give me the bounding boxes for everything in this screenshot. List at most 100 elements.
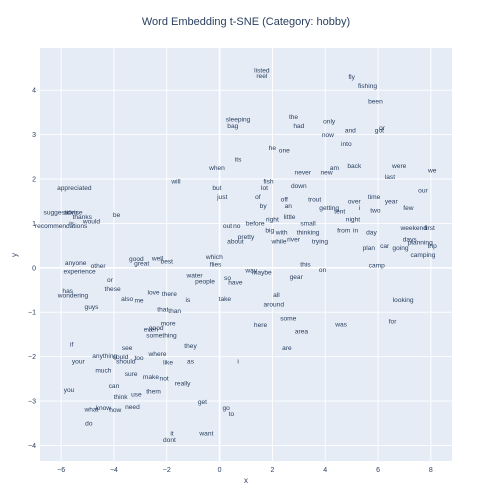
- word-point: looking: [393, 297, 414, 304]
- word-point: will: [170, 179, 181, 186]
- word-point: love: [148, 290, 160, 297]
- word-point: all: [273, 292, 280, 299]
- word-point: would: [82, 218, 101, 225]
- word-point: just: [216, 194, 227, 201]
- word-point: on: [319, 267, 327, 274]
- chart-title: Word Embedding t-SNE (Category: hobby): [142, 16, 350, 28]
- word-point: reel: [256, 73, 268, 80]
- word-point: get: [198, 399, 207, 406]
- word-point: are: [282, 345, 292, 352]
- word-point: even: [144, 326, 159, 333]
- word-point: bag: [227, 123, 238, 130]
- x-tick-label: 6: [376, 467, 380, 474]
- word-point: one: [279, 147, 290, 154]
- y-tick-label: 2: [32, 177, 36, 184]
- word-point: some: [280, 315, 296, 322]
- word-point: be: [113, 212, 121, 219]
- word-point: anyone: [65, 260, 87, 267]
- word-point: they: [184, 343, 197, 350]
- word-point: pretty: [238, 234, 255, 241]
- word-point: really: [175, 381, 191, 388]
- word-point: back: [347, 163, 362, 170]
- word-point: here: [254, 322, 268, 329]
- x-tick-label: 8: [429, 467, 433, 474]
- word-point: sleeping: [226, 116, 251, 123]
- word-point: or: [107, 277, 114, 284]
- word-point: never: [295, 170, 312, 177]
- word-point: camping: [410, 252, 435, 259]
- word-point: good: [149, 325, 164, 332]
- word-point: so: [224, 275, 231, 282]
- word-point: trip: [428, 243, 437, 250]
- word-point: into: [341, 141, 352, 148]
- word-point: i: [237, 358, 239, 365]
- word-point: want: [198, 430, 213, 437]
- word-point: flies: [210, 262, 222, 269]
- word-point: that: [157, 306, 168, 313]
- grid-lines: [40, 48, 452, 461]
- word-point: anything: [92, 353, 117, 360]
- y-tick-label: −3: [28, 399, 36, 406]
- word-point: trout: [308, 196, 321, 203]
- word-point: great: [134, 261, 149, 268]
- y-tick-label: −4: [28, 443, 36, 450]
- word-point: going: [392, 245, 408, 252]
- word-point: night: [346, 216, 360, 223]
- word-point: river: [287, 236, 301, 243]
- x-tick-label: 0: [218, 467, 222, 474]
- word-point: car: [380, 243, 390, 250]
- word-point: of: [255, 194, 261, 201]
- word-point: also: [121, 296, 133, 303]
- word-point: getting: [319, 205, 339, 212]
- word-point: maybe: [252, 270, 272, 277]
- word-point: and: [345, 127, 356, 134]
- word-point: right: [266, 216, 279, 223]
- y-axis-label: y: [10, 253, 19, 257]
- word-point: what: [84, 406, 99, 413]
- word-point: no: [233, 223, 241, 230]
- word-point: off: [281, 196, 288, 203]
- word-point: for: [389, 318, 397, 325]
- y-tick-label: 0: [32, 265, 36, 272]
- word-point: last: [385, 174, 395, 181]
- word-point: where: [148, 351, 167, 358]
- word-point: experience: [63, 269, 96, 276]
- word-point: planning: [408, 239, 433, 246]
- word-point: year: [385, 199, 399, 206]
- word-point: them: [146, 389, 161, 396]
- word-point: only: [323, 119, 336, 126]
- word-point: you: [64, 387, 75, 394]
- word-point: i: [359, 205, 361, 212]
- word-point: small: [300, 221, 316, 228]
- word-point: were: [391, 163, 407, 170]
- word-point: how: [109, 407, 121, 414]
- word-point: its: [235, 156, 242, 163]
- x-tick-labels: −6 −4 −2 0 2 4 6 8: [57, 467, 433, 474]
- word-point: been: [368, 99, 383, 106]
- word-point: while: [270, 238, 286, 245]
- word-point: weekend: [400, 225, 428, 232]
- word-point: with: [275, 230, 288, 237]
- word-point: dont: [163, 437, 176, 444]
- plot-area: [40, 48, 452, 461]
- word-point: big: [265, 227, 274, 234]
- y-tick-label: −1: [28, 310, 36, 317]
- word-point: got: [375, 127, 384, 134]
- word-point: out: [223, 223, 232, 230]
- word-point: about: [227, 238, 244, 245]
- word-point: area: [295, 329, 309, 336]
- word-point: much: [95, 367, 111, 374]
- word-point: me: [134, 298, 143, 305]
- word-point: two: [370, 207, 381, 214]
- word-point: thanks: [73, 214, 93, 221]
- word-point: go: [223, 405, 231, 412]
- word-point: see: [122, 345, 133, 352]
- word-point: is: [69, 221, 74, 228]
- word-point: days: [403, 236, 418, 243]
- y-tick-label: 1: [32, 221, 36, 228]
- word-point: was: [334, 322, 347, 329]
- word-point: take: [219, 296, 232, 303]
- x-tick-label: 2: [270, 467, 274, 474]
- word-point: over: [348, 199, 362, 206]
